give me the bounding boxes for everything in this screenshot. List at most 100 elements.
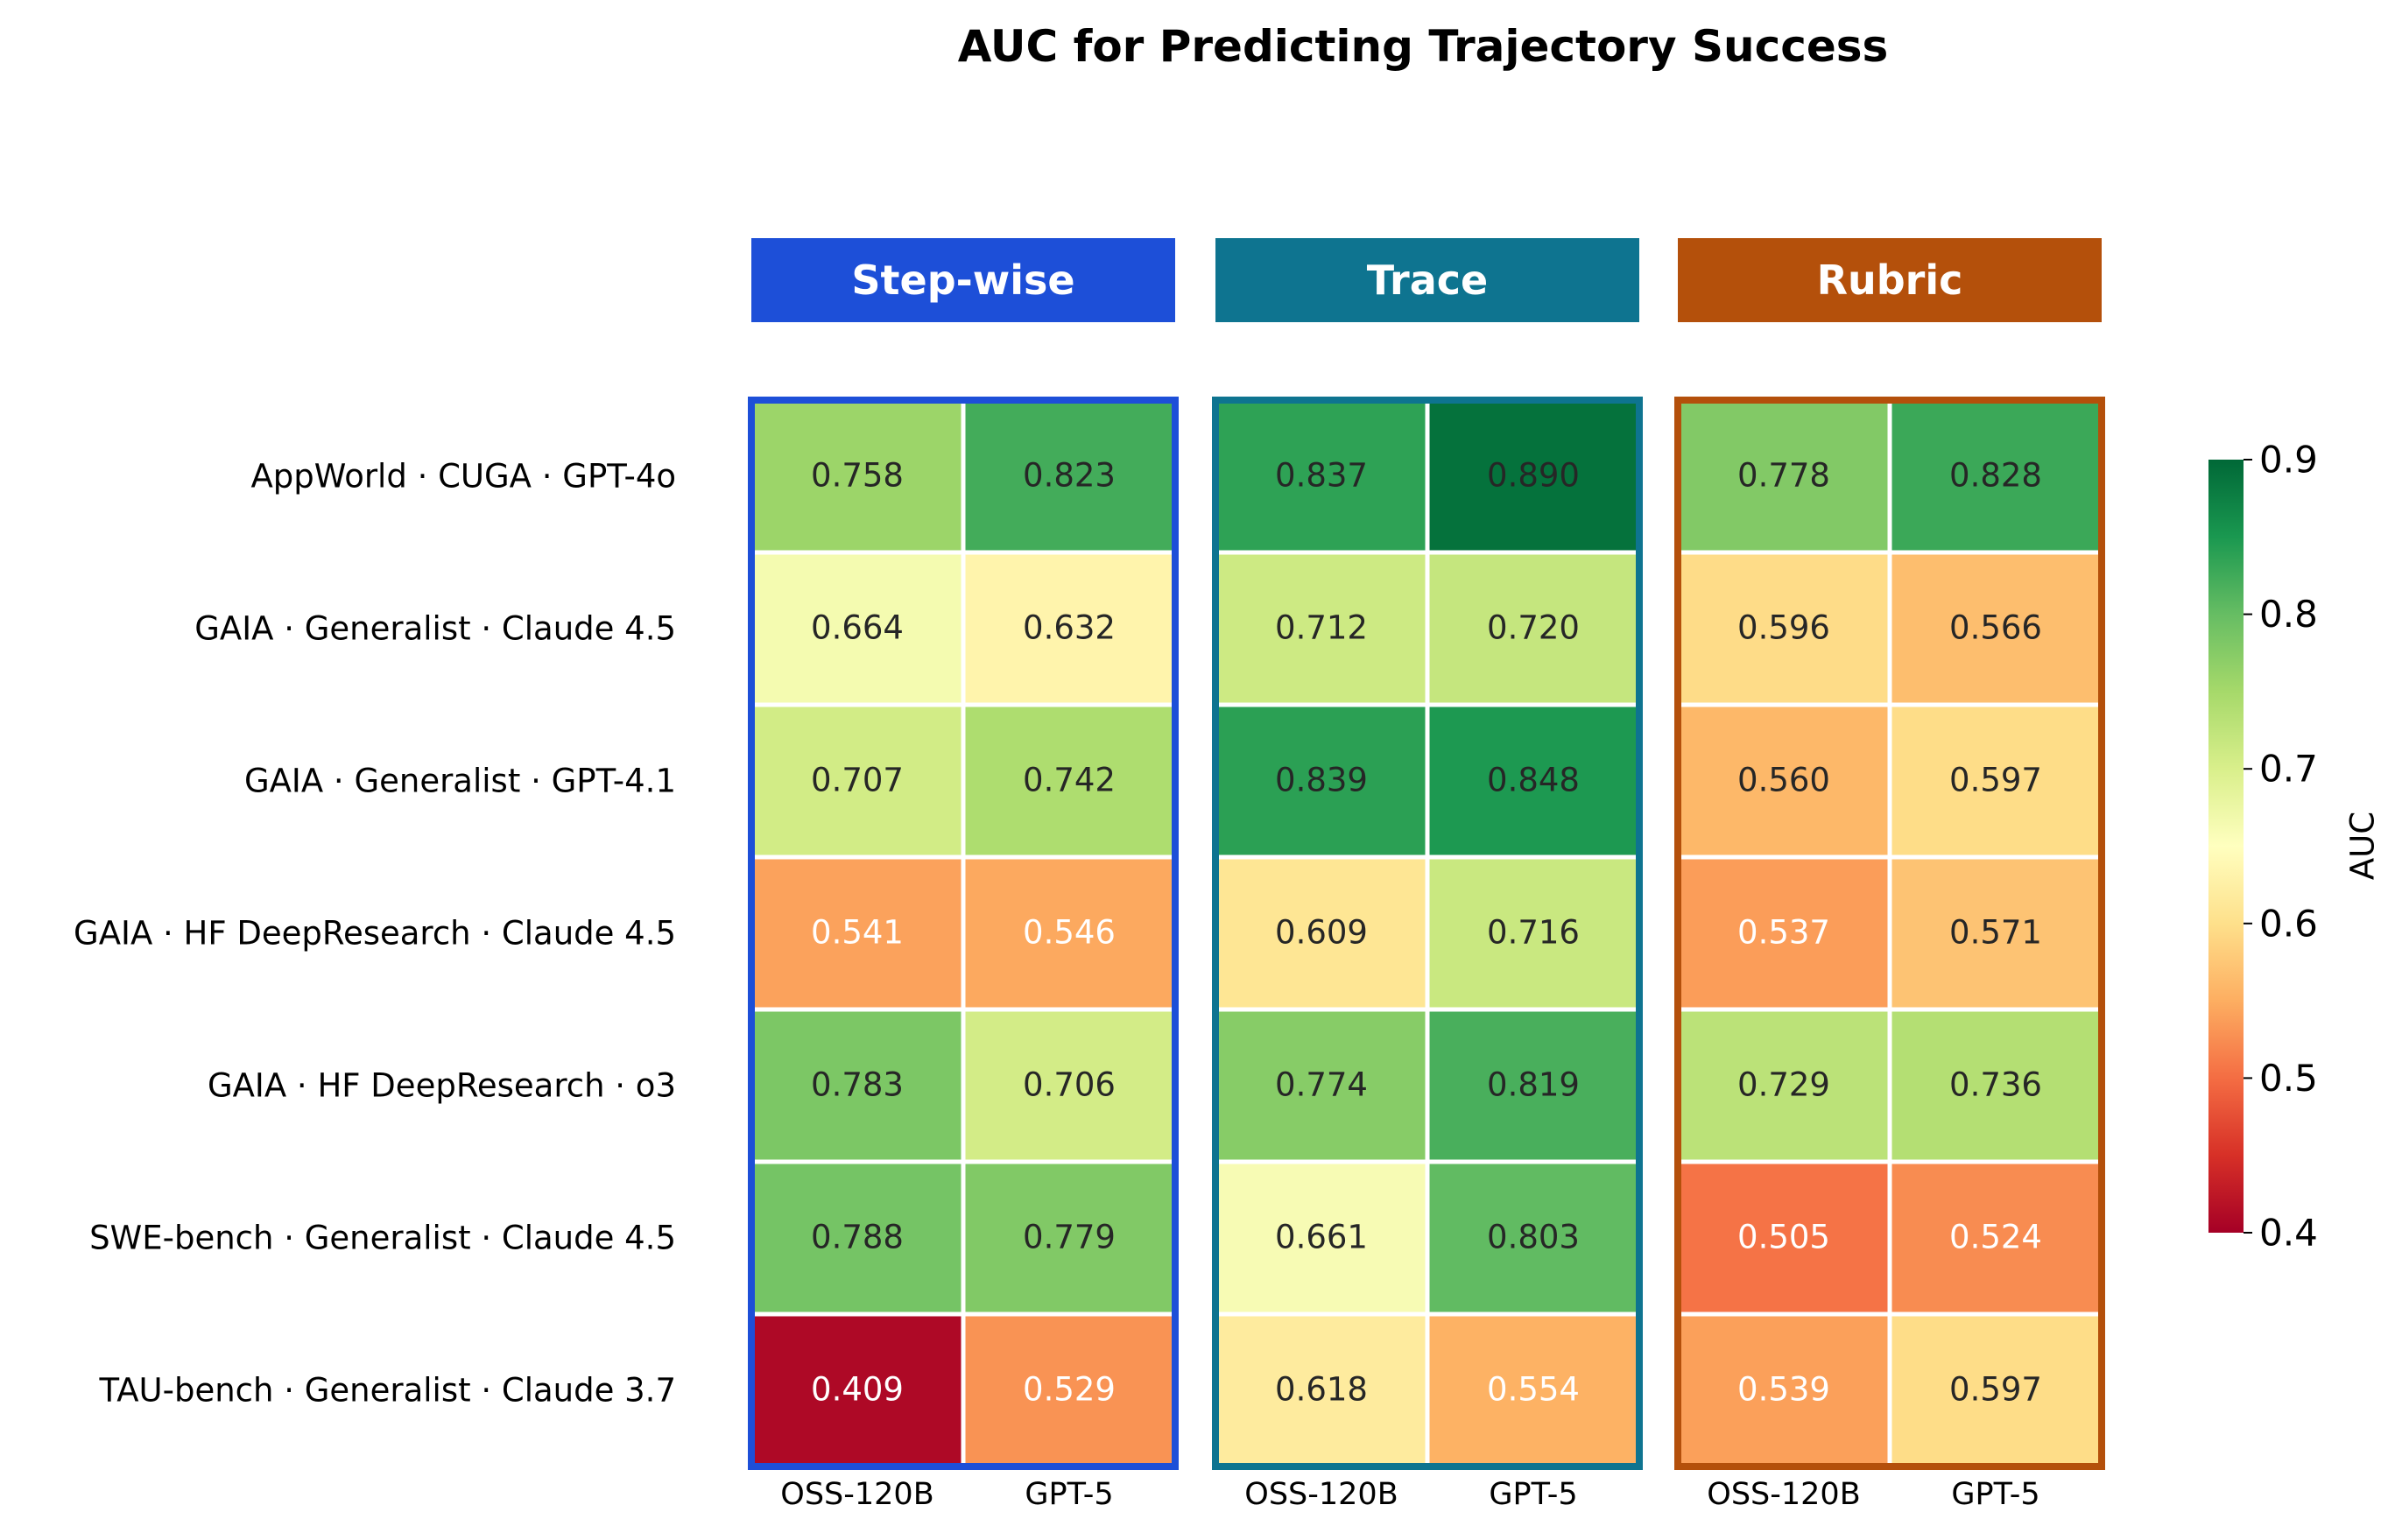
cell-value-label: 0.837 (1275, 457, 1368, 495)
cell-value-label: 0.618 (1275, 1371, 1368, 1409)
group-trace: Trace 0.837 0.890 0.712 0.720 0.839 0.848 0.609… (1212, 238, 1643, 1512)
cell-value-label: 0.597 (1949, 762, 2042, 799)
cell-value-label: 0.539 (1737, 1371, 1830, 1409)
column-label: OSS-120B (780, 1477, 933, 1512)
row-label: TAU-bench · Generalist · Claude 3.7 (98, 1372, 676, 1410)
cell-value-label: 0.890 (1487, 457, 1580, 495)
cell-value-label: 0.839 (1275, 762, 1368, 799)
colorbar-tick-label: 0.8 (2259, 593, 2318, 636)
heatmap-cell (961, 1159, 1178, 1317)
row-label: SWE-bench · Generalist · Claude 4.5 (89, 1220, 676, 1257)
heatmap-cell (961, 1311, 1178, 1469)
heatmap-cell (1425, 1007, 1642, 1164)
cell-value-label: 0.729 (1737, 1066, 1830, 1104)
cell-value-label: 0.788 (811, 1219, 904, 1256)
cell-value-label: 0.661 (1275, 1219, 1368, 1256)
cell-value-label: 0.823 (1023, 457, 1116, 495)
column-label: GPT-5 (1951, 1477, 2039, 1512)
cell-value-label: 0.409 (811, 1371, 904, 1409)
row-label: AppWorld · CUGA · GPT-4o (251, 458, 677, 496)
cell-value-label: 0.524 (1949, 1219, 2042, 1256)
heatmap-cell (749, 397, 966, 555)
group-outline (1212, 397, 1643, 1470)
colorbar-gradient (2208, 460, 2244, 1233)
colorbar: AUC 0.4 0.5 0.6 0.7 0.8 0.9 (2208, 439, 2382, 1255)
cell-value-label: 0.566 (1949, 609, 2042, 647)
group-step-wise: Step-wise 0.758 0.823 0.664 0.632 0.707 0.742 0… (748, 238, 1179, 1512)
column-label: GPT-5 (1025, 1477, 1113, 1512)
group-header-label: Rubric (1817, 257, 1963, 304)
row-label: GAIA · HF DeepResearch · o3 (208, 1067, 676, 1105)
cell-value-label: 0.774 (1275, 1066, 1368, 1104)
chart-title: AUC for Predicting Trajectory Success (958, 21, 1889, 72)
row-label: GAIA · Generalist · GPT-4.1 (244, 763, 676, 800)
group-header-box (751, 238, 1175, 322)
heatmap-cell (749, 550, 966, 707)
group-rubric: Rubric 0.778 0.828 0.596 0.566 0.560 0.597 0.53… (1674, 238, 2105, 1512)
heatmap-cell (1213, 1007, 1430, 1164)
cell-value-label: 0.742 (1023, 762, 1116, 799)
column-label: OSS-120B (1707, 1477, 1860, 1512)
cell-value-label: 0.546 (1023, 914, 1116, 952)
row-label: GAIA · Generalist · Claude 4.5 (194, 610, 676, 648)
heatmap-cell (1887, 1311, 2104, 1469)
cell-value-label: 0.779 (1023, 1219, 1116, 1256)
cell-value-label: 0.707 (811, 762, 904, 799)
cell-value-label: 0.848 (1487, 762, 1580, 799)
group-header-box (1678, 238, 2102, 322)
cell-value-label: 0.554 (1487, 1371, 1580, 1409)
group-header-label: Trace (1367, 257, 1489, 304)
cell-value-label: 0.597 (1949, 1371, 2042, 1409)
heatmap-cell (961, 854, 1178, 1012)
heatmap-cell (1675, 1311, 1892, 1469)
cell-value-label: 0.609 (1275, 914, 1368, 952)
colorbar-tick-label: 0.9 (2259, 439, 2318, 482)
colorbar-tick-label: 0.6 (2259, 902, 2318, 945)
column-label: GPT-5 (1489, 1477, 1577, 1512)
cell-value-label: 0.560 (1737, 762, 1830, 799)
heatmap-cell (961, 1007, 1178, 1164)
group-header-label: Step-wise (851, 257, 1074, 304)
cell-value-label: 0.828 (1949, 457, 2042, 495)
cell-value-label: 0.803 (1487, 1219, 1580, 1256)
heatmap-cell (1887, 854, 2104, 1012)
heatmap-cell (1425, 854, 1642, 1012)
heatmap-cell (1213, 550, 1430, 707)
cell-value-label: 0.596 (1737, 609, 1830, 647)
colorbar-tick-label: 0.4 (2259, 1212, 2318, 1255)
heatmap-cell (1213, 1159, 1430, 1317)
colorbar-label: AUC (2344, 812, 2382, 880)
cell-value-label: 0.571 (1949, 914, 2042, 952)
cell-value-label: 0.664 (811, 609, 904, 647)
heatmap-cell (1675, 397, 1892, 555)
cell-value-label: 0.537 (1737, 914, 1830, 952)
heatmap-groups: Step-wise 0.758 0.823 0.664 0.632 0.707 0.742 0… (748, 238, 2105, 1512)
cell-value-label: 0.706 (1023, 1066, 1116, 1104)
cell-value-label: 0.778 (1737, 457, 1830, 495)
cell-value-label: 0.505 (1737, 1219, 1830, 1256)
cell-value-label: 0.529 (1023, 1371, 1116, 1409)
heatmap-cell (1675, 1159, 1892, 1317)
group-outline (748, 397, 1179, 1470)
heatmap-cell (1425, 550, 1642, 707)
cell-value-label: 0.758 (811, 457, 904, 495)
cell-value-label: 0.632 (1023, 609, 1116, 647)
cell-value-label: 0.736 (1949, 1066, 2042, 1104)
heatmap-cell (1425, 702, 1642, 860)
group-header-box (1215, 238, 1639, 322)
cell-value-label: 0.783 (811, 1066, 904, 1104)
cell-value-label: 0.819 (1487, 1066, 1580, 1104)
heatmap-cell (1213, 854, 1430, 1012)
row-label: GAIA · HF DeepResearch · Claude 4.5 (74, 915, 676, 953)
heatmap-cell (1425, 397, 1642, 555)
column-label: OSS-120B (1244, 1477, 1398, 1512)
colorbar-tick-label: 0.5 (2259, 1057, 2318, 1100)
colorbar-tick-label: 0.7 (2259, 748, 2318, 791)
cell-value-label: 0.720 (1487, 609, 1580, 647)
row-labels: AppWorld · CUGA · GPT-4o GAIA · Generalis… (74, 458, 676, 1410)
cell-value-label: 0.712 (1275, 609, 1368, 647)
group-outline (1674, 397, 2105, 1470)
cell-value-label: 0.716 (1487, 914, 1580, 952)
heatmap-cell (1425, 1311, 1642, 1469)
